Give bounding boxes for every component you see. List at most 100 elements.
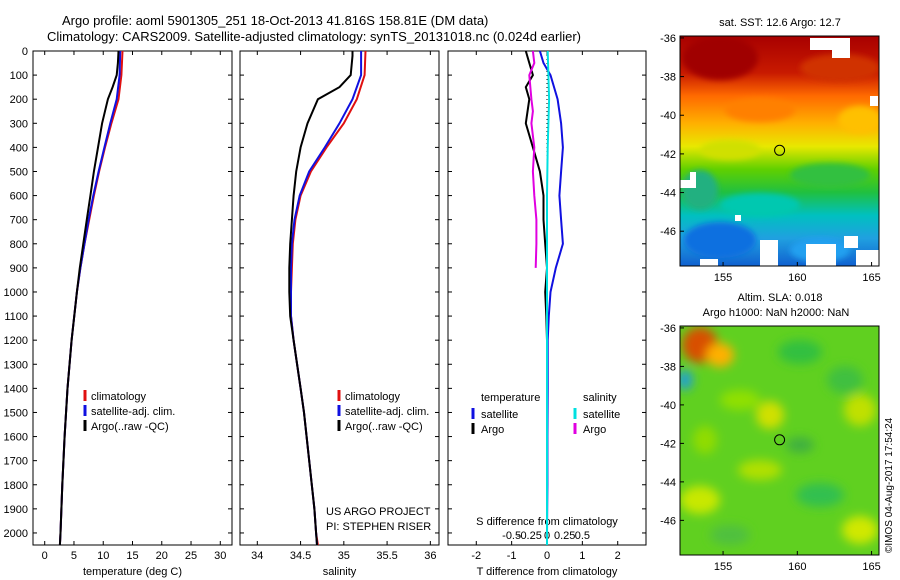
temp-xtick-label: 15 (126, 550, 138, 562)
temp-legend-label: climatology (91, 391, 147, 403)
temp-legend-label: Argo(..raw -QC) (91, 421, 169, 433)
map-xtick-label: 165 (862, 272, 880, 284)
map-xtick-label: 155 (714, 272, 732, 284)
diff-series-salinity-satellite (546, 50, 551, 545)
diff-legend-label: Argo (481, 424, 504, 436)
diff-series-salinity-argo (528, 50, 538, 268)
depth-tick-label: 100 (10, 70, 28, 82)
sal-series-argo-raw-qc- (288, 51, 354, 546)
diff-xtick-label: -2 (471, 550, 481, 562)
temp-series-climatology (58, 50, 124, 546)
temp-xlabel: temperature (deg C) (83, 566, 182, 578)
map-ytick-label: -36 (660, 323, 676, 335)
sst-map-title: sat. SST: 12.6 Argo: 12.7 (719, 17, 841, 29)
diff-xlabel: T difference from climatology (477, 566, 618, 578)
depth-tick-label: 1200 (4, 335, 28, 347)
depth-tick-label: 1800 (4, 480, 28, 492)
sla-map-frame (679, 325, 880, 556)
diff-legend-label: satellite (583, 409, 620, 421)
temp-xtick-label: 30 (214, 550, 226, 562)
map-ytick-label: -46 (660, 515, 676, 527)
temp-panel: 0100200300400500600700800900100011001200… (4, 46, 233, 578)
depth-tick-label: 1900 (4, 504, 28, 516)
diff-legend-title: salinity (583, 392, 617, 404)
map-ytick-label: -46 (660, 226, 676, 238)
map-ytick-label: -38 (660, 361, 676, 373)
sal-panel: 34 34.5 35 35.5 36 salinity climatology satelli… (239, 50, 440, 578)
diff-legend-title: temperature (481, 392, 540, 404)
diff-legend-label: Argo (583, 424, 606, 436)
sal-legend-label: satellite-adj. clim. (345, 406, 429, 418)
sst-texture (682, 36, 879, 262)
depth-tick-label: 0 (22, 46, 28, 58)
diff-xtick-top-label: -0.5 (502, 530, 521, 542)
sal-series-climatology (290, 50, 367, 546)
depth-tick-label: 1700 (4, 456, 28, 468)
figure-title-line1: Argo profile: aoml 5901305_251 18-Oct-20… (62, 13, 489, 28)
sst-map: sat. SST: 12.6 Argo: 12.7 (660, 17, 881, 284)
temp-xtick-label: 20 (156, 550, 168, 562)
depth-tick-label: 200 (10, 94, 28, 106)
project-label: US ARGO PROJECT (326, 506, 431, 518)
map-xtick-label: 155 (714, 561, 732, 573)
depth-tick-label: 500 (10, 166, 28, 178)
map-ytick-label: -42 (660, 149, 676, 161)
diff-xtick-top-label: -0.25 (517, 530, 542, 542)
temp-xtick-label: 5 (71, 550, 77, 562)
depth-tick-label: 300 (10, 118, 28, 130)
diff-xtick-label: 1 (579, 550, 585, 562)
map-xtick-label: 160 (788, 272, 806, 284)
depth-tick-label: 700 (10, 215, 28, 227)
depth-tick-label: 1400 (4, 383, 28, 395)
map-ytick-label: -42 (660, 438, 676, 450)
sal-legend-label: Argo(..raw -QC) (345, 421, 423, 433)
diff-series-temperature-argo (524, 50, 549, 545)
depth-tick-label: 1600 (4, 432, 28, 444)
sla-map-title: Altim. SLA: 0.018 (738, 292, 823, 304)
diff-xtick-label: 0 (544, 550, 550, 562)
sla-map: Altim. SLA: 0.018 Argo h1000: NaN h2000:… (660, 292, 881, 573)
sst-argo-marker (774, 144, 786, 156)
temp-series-argo-raw-qc- (58, 50, 120, 546)
sal-legend-label: climatology (345, 391, 401, 403)
depth-tick-label: 1100 (4, 311, 28, 323)
sal-xtick-label: 34 (251, 550, 263, 562)
diff-legend-label: satellite (481, 409, 518, 421)
map-ytick-label: -44 (660, 188, 676, 200)
map-xtick-label: 165 (862, 561, 880, 573)
temp-xtick-label: 25 (185, 550, 197, 562)
map-ytick-label: -40 (660, 110, 676, 122)
sst-nodata-patches (680, 38, 879, 266)
diff-series-temperature-satellite (538, 50, 564, 545)
depth-tick-label: 1000 (4, 287, 28, 299)
map-xtick-label: 160 (788, 561, 806, 573)
diff-xtick-top-label: 0.5 (575, 530, 590, 542)
sal-xtick-label: 36 (424, 550, 436, 562)
temp-xtick-label: 0 (42, 550, 48, 562)
sal-xtick-label: 35.5 (376, 550, 397, 562)
map-ytick-label: -36 (660, 33, 676, 45)
sal-xlabel: salinity (323, 566, 357, 578)
map-ytick-label: -44 (660, 477, 676, 489)
sla-argo-marker (774, 434, 786, 446)
depth-tick-label: 400 (10, 142, 28, 154)
sal-xtick-label: 34.5 (290, 550, 311, 562)
sla-map-subtitle: Argo h1000: NaN h2000: NaN (703, 307, 850, 319)
figure-title-line2: Climatology: CARS2009. Satellite-adjuste… (47, 29, 582, 44)
temp-xtick-label: 10 (97, 550, 109, 562)
diff-xtick-label: -1 (507, 550, 517, 562)
depth-tick-label: 1300 (4, 359, 28, 371)
diff-xtick-top-label: 0.25 (554, 530, 575, 542)
diff-xtick-label: 2 (615, 550, 621, 562)
pi-label: PI: STEPHEN RISER (326, 521, 431, 533)
depth-tick-label: 1500 (4, 407, 28, 419)
sal-frame (239, 50, 440, 546)
sal-series-satellite-adj-clim- (290, 51, 363, 546)
temp-legend-label: satellite-adj. clim. (91, 406, 175, 418)
sal-xtick-label: 35 (338, 550, 350, 562)
depth-tick-label: 800 (10, 239, 28, 251)
sst-map-frame (679, 35, 880, 267)
map-ytick-label: -38 (660, 72, 676, 84)
